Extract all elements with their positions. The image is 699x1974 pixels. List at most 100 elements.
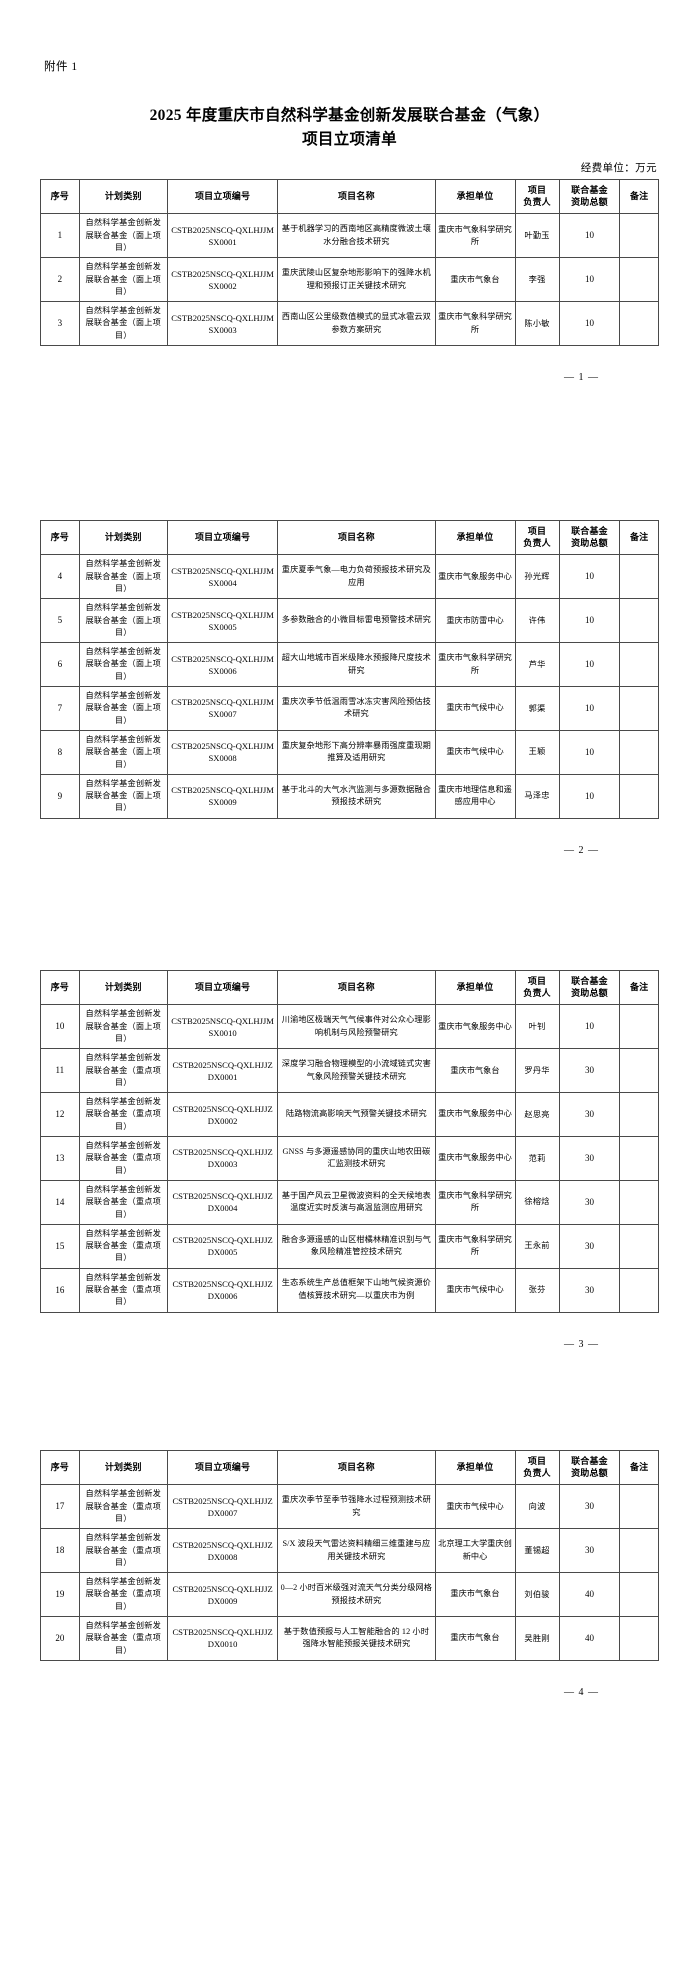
column-header-amount-line-1: 联合基金 <box>571 526 608 536</box>
table-row: 6 自然科学基金创新发展联合基金（面上项目） CSTB2025NSCQ-QXLH… <box>40 642 659 688</box>
table-header-row: 序号 计划类别 项目立项编号 项目名称 承担单位 项目 负责人 联合基金 资助总… <box>40 179 659 215</box>
cell-remark <box>619 1484 659 1530</box>
document-body: 附件 1 2025 年度重庆市自然科学基金创新发展联合基金（气象） 项目立项清单… <box>0 0 699 1698</box>
cell-seq: 17 <box>40 1484 80 1530</box>
cell-code: CSTB2025NSCQ-QXLHJJMSX0004 <box>166 554 279 600</box>
cell-name: S/X 波段天气雷达资料精细三维重建与应用关键技术研究 <box>277 1528 436 1574</box>
cell-seq: 18 <box>40 1528 80 1574</box>
cell-code: CSTB2025NSCQ-QXLHJJMSX0007 <box>166 686 279 731</box>
cell-org: 重庆市气候中心 <box>434 686 516 731</box>
column-header-name: 项目名称 <box>277 519 436 556</box>
cell-category: 自然科学基金创新发展联合基金（重点项目） <box>78 1616 168 1661</box>
cell-leader: 马泽忠 <box>514 773 560 819</box>
column-header-code: 项目立项编号 <box>166 969 279 1006</box>
cell-amount: 10 <box>558 773 621 819</box>
column-header-name: 项目名称 <box>277 1449 436 1486</box>
cell-leader: 王永前 <box>514 1223 560 1269</box>
column-header-amount-line-1: 联合基金 <box>571 1456 608 1466</box>
cell-code: CSTB2025NSCQ-QXLHJJZDX0009 <box>166 1572 279 1618</box>
cell-remark <box>619 554 659 600</box>
cell-code: CSTB2025NSCQ-QXLHJJZDX0007 <box>166 1484 279 1530</box>
table-row: 15 自然科学基金创新发展联合基金（重点项目） CSTB2025NSCQ-QXL… <box>40 1223 659 1269</box>
cell-remark <box>619 729 659 775</box>
table-body-page-3: 10 自然科学基金创新发展联合基金（面上项目） CSTB2025NSCQ-QXL… <box>40 1004 659 1313</box>
cell-amount: 40 <box>558 1616 621 1661</box>
table-row: 2 自然科学基金创新发展联合基金（面上项目） CSTB2025NSCQ-QXLH… <box>40 257 659 303</box>
table-row: 8 自然科学基金创新发展联合基金（面上项目） CSTB2025NSCQ-QXLH… <box>40 729 659 775</box>
cell-org: 重庆市气象科学研究所 <box>434 1223 516 1269</box>
cell-amount: 10 <box>558 554 621 600</box>
page-number-3: — 3 — <box>564 1338 599 1350</box>
cell-name: 重庆武陵山区复杂地形影响下的强降水机理和预报订正关键技术研究 <box>277 257 436 303</box>
cell-remark <box>619 257 659 303</box>
page-number-1: — 1 — <box>564 372 599 384</box>
column-header-remark: 备注 <box>619 519 659 556</box>
cell-org: 重庆市地理信息和遥感应用中心 <box>434 773 516 819</box>
column-header-amount-line-2: 资助总额 <box>571 537 608 548</box>
column-header-category: 计划类别 <box>78 519 168 556</box>
page-title-line-2: 项目立项清单 <box>302 131 397 149</box>
column-header-amount: 联合基金 资助总额 <box>558 519 621 556</box>
table-row: 20 自然科学基金创新发展联合基金（重点项目） CSTB2025NSCQ-QXL… <box>40 1616 659 1661</box>
cell-org: 重庆市气象科学研究所 <box>434 642 516 688</box>
column-header-category: 计划类别 <box>78 1449 168 1486</box>
cell-remark <box>619 1528 659 1574</box>
cell-category: 自然科学基金创新发展联合基金（重点项目） <box>78 1092 168 1138</box>
cell-seq: 7 <box>40 686 80 731</box>
cell-remark <box>619 1092 659 1138</box>
cell-code: CSTB2025NSCQ-QXLHJJMSX0001 <box>166 213 279 259</box>
cell-category: 自然科学基金创新发展联合基金（面上项目） <box>78 554 168 600</box>
cell-category: 自然科学基金创新发展联合基金（面上项目） <box>78 301 168 347</box>
cell-leader: 范莉 <box>514 1136 560 1181</box>
currency-unit-note: 经费单位：万元 <box>580 163 657 175</box>
cell-amount: 10 <box>558 729 621 775</box>
cell-leader: 董锡超 <box>514 1528 560 1574</box>
column-header-seq: 序号 <box>40 969 80 1006</box>
cell-remark <box>619 301 659 347</box>
cell-seq: 9 <box>40 773 80 819</box>
cell-code: CSTB2025NSCQ-QXLHJJMSX0002 <box>166 257 279 303</box>
table-body-page-2: 4 自然科学基金创新发展联合基金（面上项目） CSTB2025NSCQ-QXLH… <box>40 554 659 819</box>
document-page-1: 附件 1 2025 年度重庆市自然科学基金创新发展联合基金（气象） 项目立项清单… <box>0 0 699 440</box>
column-header-code: 项目立项编号 <box>166 179 279 215</box>
table-row: 16 自然科学基金创新发展联合基金（重点项目） CSTB2025NSCQ-QXL… <box>40 1267 659 1313</box>
cell-name: 西南山区公里级数值模式的显式冰雹云双参数方案研究 <box>277 301 436 347</box>
cell-amount: 30 <box>558 1528 621 1574</box>
page-number-4: — 4 — <box>564 1686 599 1698</box>
attachment-label: 附件 1 <box>44 61 78 73</box>
cell-name: 多参数融合的小微目标雷电预警技术研究 <box>277 598 436 644</box>
column-header-amount: 联合基金 资助总额 <box>558 179 621 215</box>
cell-amount: 30 <box>558 1267 621 1313</box>
column-header-leader-line-1: 项目 <box>527 976 547 986</box>
column-header-leader: 项目 负责人 <box>514 1449 560 1486</box>
cell-org: 重庆市气象科学研究所 <box>434 301 516 347</box>
column-header-category: 计划类别 <box>78 179 168 215</box>
cell-category: 自然科学基金创新发展联合基金（面上项目） <box>78 642 168 688</box>
cell-leader: 叶勤玉 <box>514 213 560 259</box>
cell-leader: 许伟 <box>514 598 560 644</box>
cell-leader: 李强 <box>514 257 560 303</box>
table-row: 11 自然科学基金创新发展联合基金（重点项目） CSTB2025NSCQ-QXL… <box>40 1048 659 1094</box>
cell-seq: 10 <box>40 1004 80 1050</box>
cell-amount: 10 <box>558 686 621 731</box>
cell-code: CSTB2025NSCQ-QXLHJJZDX0010 <box>166 1616 279 1661</box>
cell-category: 自然科学基金创新发展联合基金（重点项目） <box>78 1572 168 1618</box>
cell-name: 重庆夏季气象—电力负荷预报技术研究及应用 <box>277 554 436 600</box>
cell-leader: 徐榕焓 <box>514 1179 560 1225</box>
column-header-leader-line-1: 项目 <box>527 526 547 536</box>
project-listing-table-page-4: 序号 计划类别 项目立项编号 项目名称 承担单位 项目 负责人 联合基金 资助总… <box>40 1449 659 1661</box>
cell-amount: 30 <box>558 1223 621 1269</box>
cell-name: 重庆次季节低温雨雪冰冻灾害风险预估技术研究 <box>277 686 436 731</box>
cell-seq: 14 <box>40 1179 80 1225</box>
cell-category: 自然科学基金创新发展联合基金（面上项目） <box>78 598 168 644</box>
cell-name: GNSS 与多源遥感协同的重庆山地农田碳汇监测技术研究 <box>277 1136 436 1181</box>
project-listing-table-page-3: 序号 计划类别 项目立项编号 项目名称 承担单位 项目 负责人 联合基金 资助总… <box>40 969 659 1313</box>
cell-amount: 10 <box>558 213 621 259</box>
cell-seq: 16 <box>40 1267 80 1313</box>
cell-org: 重庆市气象台 <box>434 1616 516 1661</box>
cell-code: CSTB2025NSCQ-QXLHJJMSX0010 <box>166 1004 279 1050</box>
column-header-remark: 备注 <box>619 969 659 1006</box>
table-header-row: 序号 计划类别 项目立项编号 项目名称 承担单位 项目 负责人 联合基金 资助总… <box>40 519 659 556</box>
table-body-page-1: 1 自然科学基金创新发展联合基金（面上项目） CSTB2025NSCQ-QXLH… <box>40 213 659 347</box>
cell-name: 川渝地区极端天气气候事件对公众心理影响机制与风险预警研究 <box>277 1004 436 1050</box>
